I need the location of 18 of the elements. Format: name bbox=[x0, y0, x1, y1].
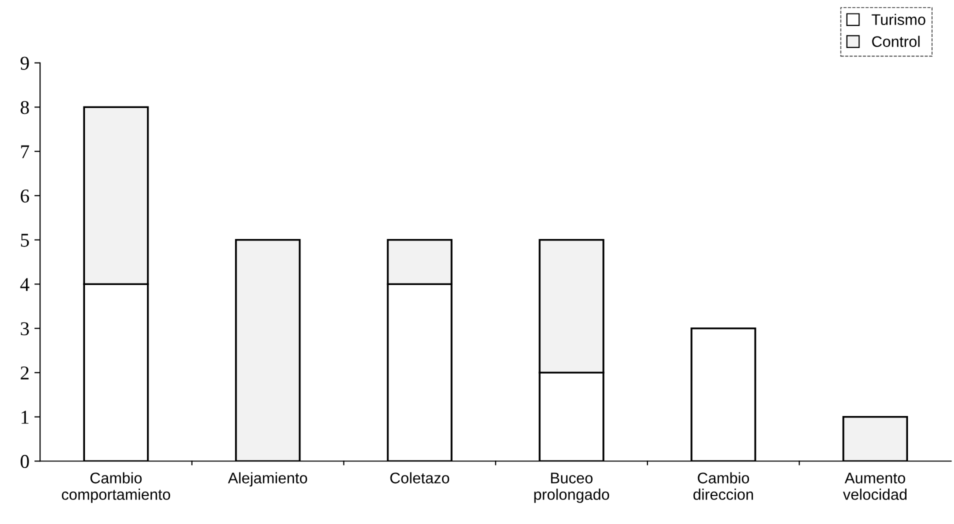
x-tick-label: Buceo prolongado bbox=[534, 472, 610, 503]
y-tick-label: 4 bbox=[20, 278, 30, 291]
x-tick-label: Aumento velocidad bbox=[842, 472, 907, 500]
y-tick-label: 0 bbox=[20, 454, 29, 468]
y-tick-label: 5 bbox=[21, 234, 29, 247]
y-tick-label: 7 bbox=[21, 145, 30, 158]
legend-label: Turismo bbox=[872, 14, 926, 26]
x-tick-label: Cambio direccion bbox=[693, 472, 753, 500]
y-tick-label: 9 bbox=[20, 56, 29, 70]
x-tick-label: Cambio comportamiento bbox=[62, 472, 170, 503]
y-tick-label: 1 bbox=[22, 410, 28, 424]
x-tick-label: Alejamiento bbox=[228, 472, 308, 486]
legend-label: Control bbox=[872, 36, 920, 48]
y-tick-label: 6 bbox=[20, 189, 30, 203]
y-tick-label: 3 bbox=[20, 322, 29, 336]
y-tick-label: 8 bbox=[20, 100, 29, 114]
y-tick-label: 2 bbox=[20, 366, 29, 380]
x-tick-label: Coletazo bbox=[390, 472, 450, 484]
